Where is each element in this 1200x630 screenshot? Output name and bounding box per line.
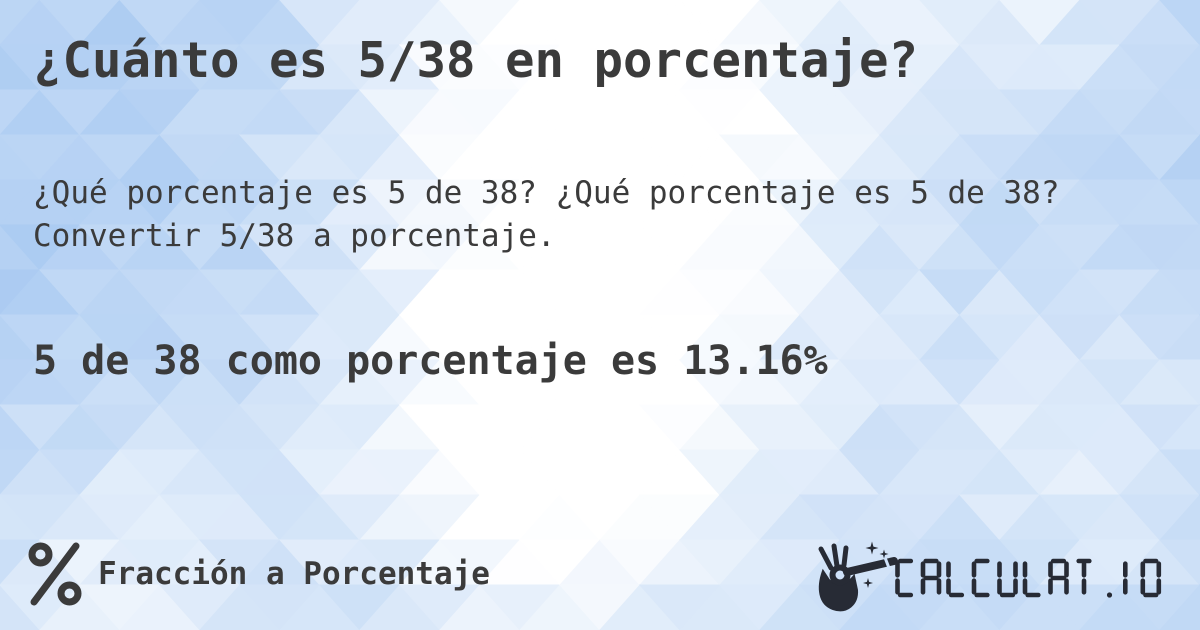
brand-wordmark xyxy=(895,558,1162,598)
percent-icon xyxy=(28,542,82,606)
answer-text: 5 de 38 como porcentaje es 13.16% xyxy=(33,338,828,384)
description-line-1: ¿Qué porcentaje es 5 de 38? ¿Qué porcent… xyxy=(33,175,1060,211)
category-label: Fracción a Porcentaje xyxy=(98,556,490,592)
magic-wand-hand-icon xyxy=(818,541,898,612)
description-line-2: Convertir 5/38 a porcentaje. xyxy=(33,218,556,254)
category-badge: Fracción a Porcentaje xyxy=(27,541,490,607)
page-description: ¿Qué porcentaje es 5 de 38? ¿Qué porcent… xyxy=(33,172,1060,258)
page-title: ¿Cuánto es 5/38 en porcentaje? xyxy=(33,32,919,89)
